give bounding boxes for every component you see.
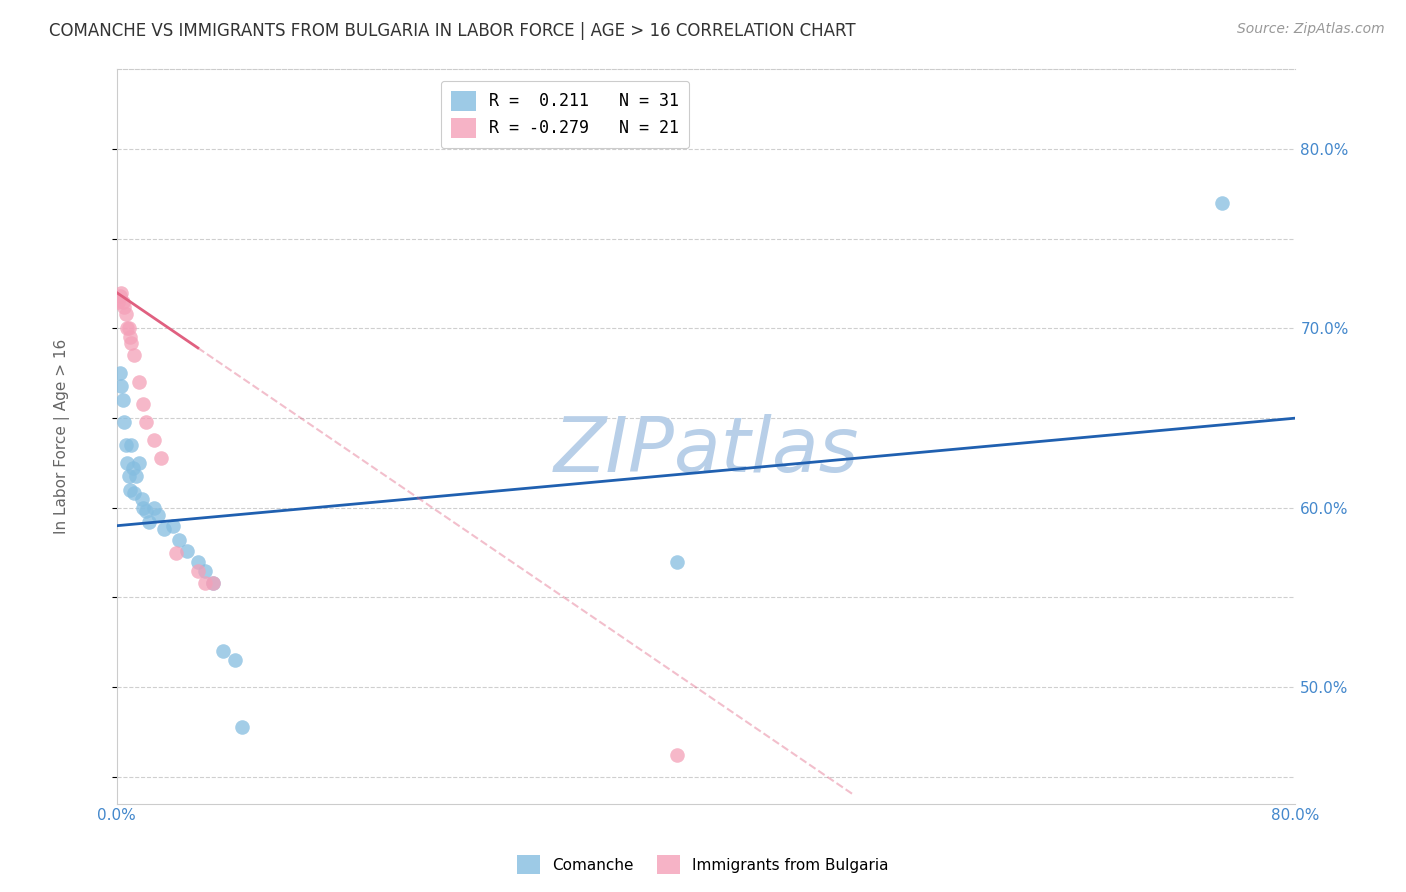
Point xyxy=(142,500,165,515)
Point xyxy=(108,367,131,381)
Point xyxy=(125,468,148,483)
Point xyxy=(118,330,141,344)
Point xyxy=(162,518,184,533)
Point xyxy=(142,433,165,447)
Point xyxy=(132,500,155,515)
Point xyxy=(665,748,688,763)
Point xyxy=(121,335,143,350)
Point xyxy=(224,653,246,667)
Point xyxy=(111,393,134,408)
Text: ZIPatlas: ZIPatlas xyxy=(554,414,859,488)
Point xyxy=(194,576,217,591)
Point xyxy=(135,415,157,429)
Point xyxy=(118,483,141,497)
Point xyxy=(201,576,224,591)
Point xyxy=(111,294,134,309)
Point xyxy=(1211,196,1233,211)
Point xyxy=(201,576,224,591)
Point xyxy=(124,486,146,500)
Legend: R =  0.211   N = 31, R = -0.279   N = 21: R = 0.211 N = 31, R = -0.279 N = 21 xyxy=(440,80,689,148)
Point xyxy=(153,522,176,536)
Point xyxy=(112,415,135,429)
Point xyxy=(114,307,136,321)
Legend: Comanche, Immigrants from Bulgaria: Comanche, Immigrants from Bulgaria xyxy=(512,849,894,880)
Point xyxy=(149,450,172,465)
Point xyxy=(167,533,190,547)
Point xyxy=(115,321,138,335)
Text: Source: ZipAtlas.com: Source: ZipAtlas.com xyxy=(1237,22,1385,37)
Point xyxy=(176,544,198,558)
Point xyxy=(165,546,187,560)
Point xyxy=(110,285,132,300)
Point xyxy=(110,379,132,393)
Point xyxy=(108,289,131,303)
Point xyxy=(146,508,169,522)
Point xyxy=(115,456,138,470)
Point xyxy=(124,348,146,362)
Point xyxy=(114,438,136,452)
Point xyxy=(128,376,150,390)
Y-axis label: In Labor Force | Age > 16: In Labor Force | Age > 16 xyxy=(53,338,70,533)
Point xyxy=(132,397,155,411)
Point xyxy=(187,564,209,578)
Point xyxy=(117,321,139,335)
Point xyxy=(135,504,157,518)
Point xyxy=(128,456,150,470)
Point xyxy=(122,461,145,475)
Point xyxy=(121,438,143,452)
Point xyxy=(112,300,135,314)
Text: COMANCHE VS IMMIGRANTS FROM BULGARIA IN LABOR FORCE | AGE > 16 CORRELATION CHART: COMANCHE VS IMMIGRANTS FROM BULGARIA IN … xyxy=(49,22,856,40)
Point xyxy=(211,644,233,658)
Point xyxy=(107,294,129,309)
Point xyxy=(665,555,688,569)
Point xyxy=(231,719,253,733)
Point xyxy=(187,555,209,569)
Point xyxy=(131,491,153,506)
Point xyxy=(117,468,139,483)
Point xyxy=(138,515,160,529)
Point xyxy=(194,564,217,578)
